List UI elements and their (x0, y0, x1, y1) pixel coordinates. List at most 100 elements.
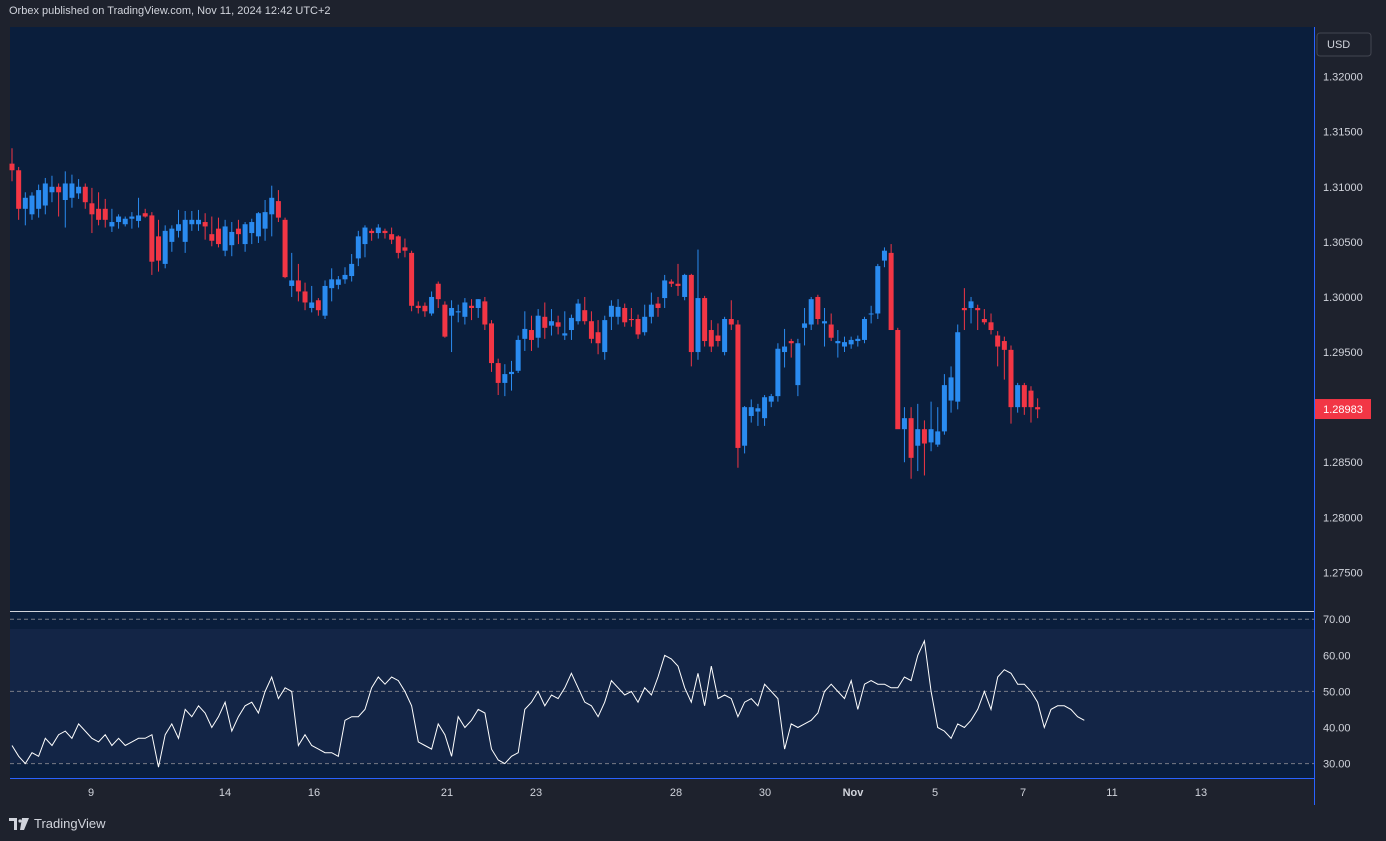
price-axis[interactable]: 1.32000 1.31500 1.31000 1.30500 1.30000 1.295… (1323, 72, 1363, 580)
candle-body (235, 228, 241, 235)
candle-body (156, 236, 162, 261)
candle-body (782, 346, 788, 353)
candle-body (808, 299, 814, 325)
candle-body (189, 219, 195, 225)
candle-body (961, 307, 967, 311)
candle-body (948, 377, 954, 401)
candle-body (935, 431, 941, 445)
candle-body (608, 305, 614, 317)
brand-name: TradingView (34, 816, 106, 831)
candle-body (1035, 407, 1041, 410)
candle-body (648, 304, 654, 317)
date-tick-label: 23 (530, 787, 542, 799)
candle-body (116, 216, 122, 223)
candle-body (502, 374, 508, 383)
rsi-axis[interactable]: 70.00 60.00 50.00 40.00 30.00 (1323, 614, 1351, 770)
date-tick-label: 30 (759, 787, 771, 799)
candle-body (995, 335, 1001, 347)
candle-body (861, 319, 867, 340)
candle-body (49, 186, 55, 193)
currency-button[interactable]: USD (1316, 32, 1372, 57)
candle-body (968, 301, 974, 308)
candle-body (822, 321, 828, 324)
candle-body (695, 298, 701, 353)
candle-body (262, 212, 268, 229)
candle-body (881, 250, 887, 261)
rsi-tick-label: 50.00 (1323, 686, 1351, 698)
candle-body (342, 274, 348, 280)
candle-body (335, 279, 341, 285)
candle-body (848, 339, 854, 345)
date-tick-label: 21 (441, 787, 453, 799)
candle-body (162, 230, 168, 264)
rsi-tick-label: 40.00 (1323, 722, 1351, 734)
candle-body (429, 296, 435, 314)
candle-body (1015, 385, 1021, 408)
last-price-value: 1.28983 (1323, 404, 1363, 416)
candle-body (715, 335, 721, 342)
candle-body (16, 170, 22, 209)
candle-body (555, 322, 561, 327)
candle-body (435, 283, 441, 300)
candle-body (62, 183, 68, 200)
candle-body (735, 324, 741, 448)
candle-body (249, 222, 255, 234)
candle-body (255, 213, 261, 237)
candle-body (109, 222, 115, 227)
last-price-label: 1.28983 (1315, 399, 1371, 420)
candle-body (762, 397, 768, 419)
candle-body (582, 310, 588, 322)
rsi-tick-label: 70.00 (1323, 614, 1351, 626)
candle-body (975, 307, 981, 311)
price-tick-label: 1.29500 (1323, 347, 1363, 359)
candle-body (475, 299, 481, 308)
price-tick-label: 1.28000 (1323, 512, 1363, 524)
date-tick-label: 14 (219, 787, 231, 799)
date-tick-label: 7 (1020, 787, 1026, 799)
candle-body (941, 385, 947, 432)
tradingview-logo-icon (9, 817, 29, 830)
candle-body (702, 298, 708, 342)
date-tick-label: 28 (670, 787, 682, 799)
candle-body (382, 230, 388, 234)
candle-body (895, 330, 901, 430)
candle-body (742, 407, 748, 446)
candle-body (722, 319, 728, 353)
candle-body (888, 252, 894, 331)
candle-body (568, 317, 574, 331)
candle-body (615, 306, 621, 317)
rsi-band (10, 629, 1314, 763)
candle-body (1008, 349, 1014, 408)
candle-body (668, 281, 674, 284)
candle-body (955, 332, 961, 402)
candle-body (56, 186, 62, 193)
candle-body (302, 291, 308, 303)
candle-body (622, 307, 628, 323)
candle-body (1021, 385, 1027, 408)
tradingview-brand[interactable]: TradingView (9, 816, 106, 831)
price-tick-label: 1.28500 (1323, 457, 1363, 469)
candle-body (682, 274, 688, 297)
candle-body (795, 343, 801, 386)
rsi-line (11, 639, 1085, 768)
candle-body (628, 319, 634, 321)
candle-body (1001, 341, 1007, 350)
candle-body (295, 280, 301, 292)
candle-body (1028, 390, 1034, 408)
price-tick-label: 1.31500 (1323, 127, 1363, 139)
candle-body (828, 324, 834, 338)
candle-body (315, 300, 321, 311)
candle-body (442, 304, 448, 337)
candle-body (542, 316, 548, 328)
candle-body (915, 429, 921, 446)
candle-body (122, 218, 128, 225)
price-pane-background (10, 27, 1314, 611)
candle-body (528, 330, 534, 340)
time-axis[interactable]: 9 14 16 21 23 28 30 Nov 5 7 11 13 (88, 787, 1207, 799)
price-tick-label: 1.30500 (1323, 237, 1363, 249)
candle-body (415, 305, 421, 308)
candle-body (269, 197, 275, 215)
candle-body (36, 190, 42, 209)
candle-body (748, 407, 754, 416)
